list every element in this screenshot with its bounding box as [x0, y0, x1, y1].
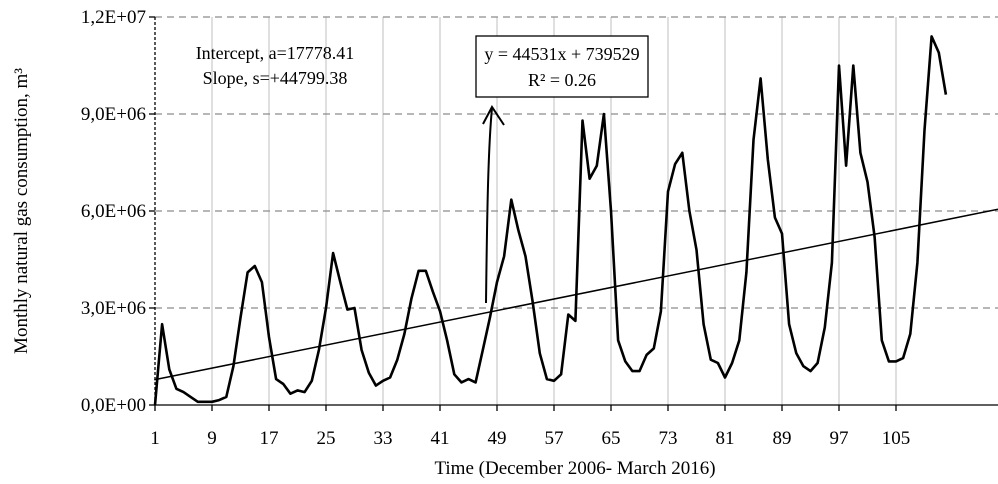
- x-tick-label: 41: [431, 428, 450, 449]
- x-tick-label: 73: [659, 428, 678, 449]
- x-tick-label: 25: [317, 428, 336, 449]
- x-axis-title: Time (December 2006- March 2016): [434, 458, 715, 479]
- x-tick-label: 1: [150, 428, 160, 449]
- axes: [154, 17, 998, 406]
- x-tick-label: 105: [882, 428, 911, 449]
- x-tick-label: 17: [260, 428, 279, 449]
- x-tick-labels: 1 9 17 25 33 41 49 57 65 73 81 89 97 105: [150, 405, 910, 449]
- y-tick-label: 9,0E+06: [81, 104, 146, 125]
- annotation-arrow-head: [482, 105, 505, 126]
- trendline-equation-label: y = 44531x + 739529: [484, 44, 639, 64]
- y-tick-label: 6,0E+06: [81, 201, 146, 222]
- trendline: [154, 208, 998, 381]
- x-tick-label: 49: [488, 428, 507, 449]
- slope-label: Slope, s=+44799.38: [203, 68, 348, 88]
- y-axis-title: Monthly natural gas consumption, m³: [11, 68, 32, 354]
- x-tick-label: 89: [773, 428, 792, 449]
- x-tick-label: 33: [374, 428, 393, 449]
- equation-box: [475, 35, 649, 98]
- x-tick-label: 81: [716, 428, 735, 449]
- y-tick-label: 3,0E+06: [81, 298, 146, 319]
- consumption-series-line: [153, 35, 948, 406]
- x-tick-label: 65: [602, 428, 621, 449]
- trendline-r2-label: R² = 0.26: [528, 70, 596, 90]
- x-tick-label: 57: [545, 428, 564, 449]
- annotation-arrow: [485, 107, 493, 304]
- x-tick-label: 9: [207, 428, 217, 449]
- y-tick-label: 1,2E+07: [81, 7, 146, 28]
- y-tick-label: 0,0E+00: [81, 395, 146, 416]
- x-tick-label: 97: [830, 428, 849, 449]
- intercept-label: Intercept, a=17778.41: [196, 43, 355, 63]
- series-group: [153, 35, 998, 406]
- y-tick-labels: 0,0E+00 3,0E+06 6,0E+06 9,0E+06 1,2E+07: [81, 7, 155, 416]
